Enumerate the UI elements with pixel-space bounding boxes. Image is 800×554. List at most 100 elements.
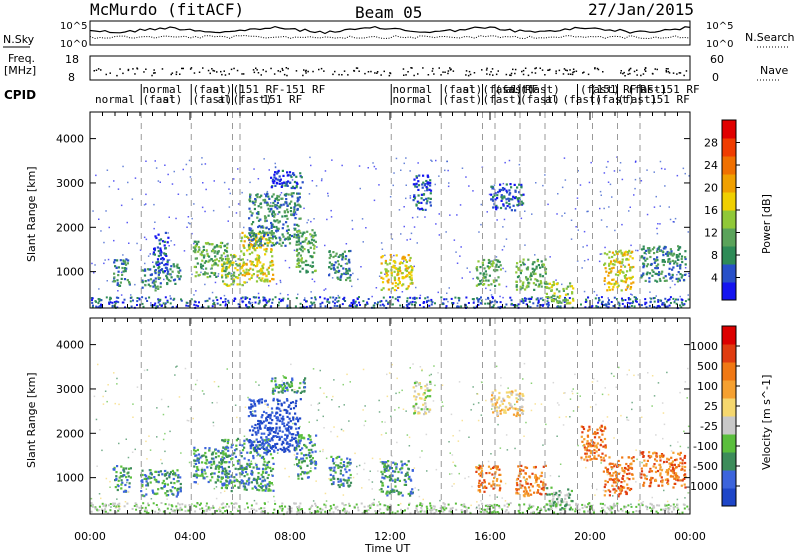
range-gate-cell [92, 210, 94, 212]
range-gate-cell [168, 512, 171, 515]
range-gate-cell [408, 275, 411, 279]
range-gate-cell [106, 400, 108, 403]
freq-sample [449, 67, 451, 69]
range-gate-cell [123, 298, 126, 301]
range-gate-cell [459, 204, 462, 206]
range-gate-cell [602, 420, 604, 422]
range-gate-cell [226, 243, 229, 246]
range-gate-cell [657, 512, 659, 515]
range-gate-cell [237, 509, 240, 512]
range-gate-cell [175, 366, 177, 368]
range-gate-cell [201, 454, 204, 457]
range-gate-cell [380, 434, 383, 436]
range-gate-cell [487, 259, 491, 262]
range-gate-cell [476, 298, 478, 300]
range-gate-cell [277, 169, 280, 172]
range-gate-cell [415, 176, 418, 179]
range-gate-cell [360, 502, 363, 505]
range-gate-cell [179, 482, 182, 486]
range-gate-cell [247, 478, 250, 481]
range-gate-cell [256, 488, 259, 491]
range-gate-cell [391, 303, 394, 306]
range-gate-cell [683, 507, 686, 510]
range-gate-cell [280, 192, 283, 194]
range-gate-cell [576, 392, 579, 395]
range-gate-cell [378, 399, 380, 402]
range-gate-cell [400, 511, 403, 514]
range-gate-cell [389, 296, 392, 299]
range-gate-cell [262, 511, 265, 514]
range-gate-cell [248, 298, 251, 301]
range-gate-cell [274, 242, 277, 245]
range-gate-cell [238, 262, 241, 265]
range-gate-cell [332, 511, 335, 514]
range-gate-cell [328, 266, 331, 269]
range-gate-cell [258, 467, 261, 470]
range-gate-cell [250, 462, 253, 465]
range-gate-cell [334, 254, 337, 257]
range-gate-cell [335, 270, 338, 273]
range-gate-cell [314, 269, 317, 272]
range-gate-cell [619, 249, 622, 252]
range-gate-cell [170, 481, 173, 484]
range-gate-cell [508, 202, 511, 206]
freq-sample [376, 72, 378, 74]
range-gate-cell [611, 278, 614, 281]
range-gate-cell [108, 298, 111, 301]
range-gate-cell [256, 254, 259, 257]
freq-sample [514, 72, 516, 75]
range-gate-cell [333, 379, 335, 381]
range-gate-cell [158, 303, 161, 306]
range-gate-cell [403, 276, 406, 279]
range-gate-cell [389, 503, 392, 506]
range-gate-cell [159, 282, 162, 285]
range-gate-cell [630, 304, 633, 307]
range-gate-cell [227, 465, 230, 469]
range-gate-cell [364, 420, 367, 422]
freq-sample [465, 70, 468, 72]
range-gate-cell [556, 301, 559, 304]
range-gate-cell [646, 506, 649, 508]
range-gate-cell [308, 508, 311, 511]
range-gate-cell [525, 277, 528, 280]
range-gate-cell [388, 262, 392, 265]
range-gate-cell [160, 268, 164, 271]
range-gate-cell [555, 279, 557, 281]
range-gate-cell [480, 296, 482, 299]
range-gate-cell [491, 198, 494, 201]
freq-sample [620, 70, 622, 72]
range-gate-cell [118, 403, 120, 406]
range-gate-cell [613, 296, 616, 299]
range-gate-cell [165, 276, 169, 279]
range-gate-cell [287, 294, 289, 296]
range-gate-cell [93, 272, 95, 274]
range-gate-cell [456, 214, 458, 216]
range-gate-cell [257, 244, 260, 247]
range-gate-cell [409, 265, 412, 268]
range-gate-cell [313, 247, 316, 250]
range-gate-cell [98, 300, 101, 303]
range-gate-cell [213, 381, 216, 383]
range-gate-cell [623, 305, 626, 308]
range-gate-cell [166, 507, 169, 510]
range-gate-cell [348, 502, 350, 505]
range-gate-cell [586, 210, 588, 213]
range-gate-cell [134, 448, 136, 451]
range-gate-cell [553, 511, 556, 514]
range-gate-cell [234, 404, 237, 406]
freq-sample [575, 70, 578, 72]
range-gate-cell [424, 183, 427, 186]
range-gate-cell [618, 272, 621, 275]
range-gate-cell [204, 260, 208, 263]
range-gate-cell [247, 483, 250, 486]
range-gate-cell [312, 243, 315, 246]
range-gate-cell [224, 467, 227, 470]
range-gate-cell [273, 204, 277, 207]
range-gate-cell [286, 512, 288, 515]
range-gate-cell [241, 300, 244, 303]
range-gate-cell [603, 504, 606, 507]
range-gate-cell [274, 197, 277, 201]
range-gate-cell [269, 232, 272, 235]
range-gate-cell [621, 297, 623, 300]
range-gate-cell [243, 457, 246, 460]
